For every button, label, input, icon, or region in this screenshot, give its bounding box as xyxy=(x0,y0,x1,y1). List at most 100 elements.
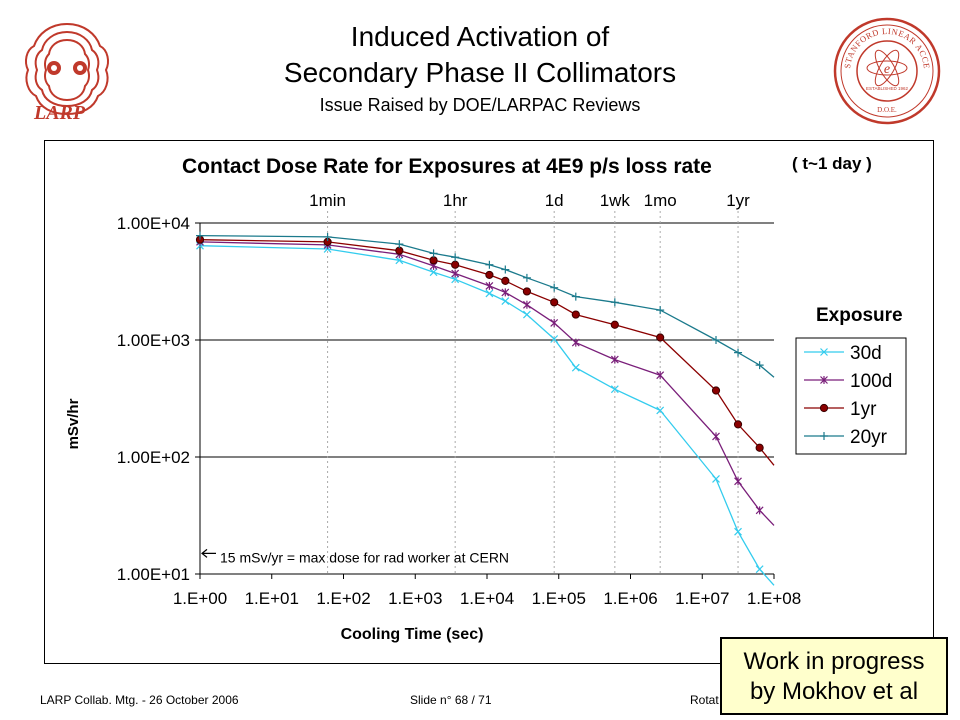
footer-slide-number: Slide n° 68 / 71 xyxy=(410,693,492,707)
data-point xyxy=(501,265,510,274)
legend-label: 1yr xyxy=(850,399,877,420)
x-tick-label: 1.E+03 xyxy=(388,589,442,608)
wip-line2: by Mokhov et al xyxy=(749,678,919,705)
svg-text:e: e xyxy=(884,62,890,77)
x-tick-label: 1.E+01 xyxy=(245,589,299,608)
data-point xyxy=(656,306,665,315)
x-axis-label: Cooling Time (sec) xyxy=(341,626,484,643)
data-point xyxy=(755,361,764,370)
series-30d xyxy=(196,241,775,586)
slide-title-line1: Induced Activation of xyxy=(350,21,610,52)
footer-right: Rotat xyxy=(690,693,719,707)
data-point xyxy=(395,256,404,265)
data-point xyxy=(755,565,764,574)
data-point xyxy=(550,283,559,292)
time-marker-label: 1yr xyxy=(726,191,750,210)
y-tick-label: 1.00E+03 xyxy=(117,331,190,350)
data-point xyxy=(571,338,580,347)
chart-series xyxy=(195,231,775,586)
series-line xyxy=(199,245,775,586)
chart-frame xyxy=(44,140,934,664)
data-point xyxy=(550,318,559,327)
data-point xyxy=(610,298,619,307)
data-point xyxy=(712,474,720,483)
data-point xyxy=(755,443,764,452)
legend-swatch-marker xyxy=(819,403,829,413)
chart-title-note: ( t~1 day ) xyxy=(792,154,872,173)
series-1yr xyxy=(195,235,775,466)
data-point xyxy=(711,386,721,395)
series-100d xyxy=(196,237,775,526)
x-tick-label: 1.E+06 xyxy=(603,589,657,608)
series-line xyxy=(199,239,775,466)
x-tick-label: 1.E+04 xyxy=(460,589,514,608)
data-point xyxy=(734,527,742,536)
annotation-text: 15 mSv/yr = max dose for rad worker at C… xyxy=(220,550,509,566)
data-point xyxy=(656,371,665,380)
data-point xyxy=(395,246,404,255)
data-point xyxy=(571,292,580,301)
x-tick-label: 1.E+00 xyxy=(173,589,227,608)
legend-box xyxy=(795,337,907,455)
data-point xyxy=(610,355,619,364)
legend-title: Exposure xyxy=(816,305,903,326)
x-tick-label: 1.E+08 xyxy=(747,589,801,608)
data-point xyxy=(451,275,460,284)
legend-swatch-marker xyxy=(820,376,828,384)
series-20yr xyxy=(196,231,775,378)
data-point xyxy=(395,240,404,249)
legend-label: 30d xyxy=(850,343,882,364)
time-marker-label: 1hr xyxy=(443,191,468,210)
chart-annotation-group: 15 mSv/yr = max dose for rad worker at C… xyxy=(201,548,509,566)
wip-line1: Work in progress xyxy=(743,648,925,675)
data-point xyxy=(522,310,531,319)
legend-swatch-marker xyxy=(820,432,828,440)
data-point xyxy=(755,506,764,515)
legend-label: 20yr xyxy=(850,427,888,448)
data-point xyxy=(451,253,460,262)
data-point xyxy=(656,333,665,342)
data-point xyxy=(522,273,531,282)
larp-logo: LARP xyxy=(22,18,112,130)
data-point xyxy=(522,287,532,296)
data-point xyxy=(734,477,742,486)
data-point xyxy=(712,336,721,344)
data-point xyxy=(712,432,720,441)
chart-axes: 1.00E+01 1.00E+02 1.00E+03 1.00E+04 1.E+00 1.… xyxy=(117,214,801,608)
data-point xyxy=(196,231,204,240)
y-tick-label: 1.00E+01 xyxy=(117,565,190,584)
x-tick-label: 1.E+02 xyxy=(316,589,370,608)
data-point xyxy=(451,269,460,278)
slac-seal-bottom: D.O.E. xyxy=(877,106,897,114)
data-point xyxy=(429,268,438,277)
legend-label: 100d xyxy=(850,371,892,392)
time-marker-label: 1d xyxy=(545,191,564,210)
data-point xyxy=(323,232,332,241)
data-point xyxy=(610,320,619,329)
data-point xyxy=(501,297,510,306)
series-line xyxy=(199,241,775,526)
data-point xyxy=(485,260,494,269)
data-point xyxy=(485,289,494,298)
data-point xyxy=(501,276,510,285)
data-point xyxy=(522,300,531,309)
data-point xyxy=(571,310,580,319)
data-point xyxy=(485,270,494,280)
time-markers: 1min 1hr 1d 1wk 1mo 1yr xyxy=(309,191,750,574)
x-tick-label: 1.E+05 xyxy=(532,589,586,608)
y-axis-label: mSv/hr xyxy=(65,398,82,449)
data-point xyxy=(734,348,743,357)
footer-left: LARP Collab. Mtg. - 26 October 2006 xyxy=(40,693,239,707)
data-point xyxy=(550,335,559,343)
data-point xyxy=(656,406,665,415)
data-point xyxy=(451,260,460,269)
chart-legend: Exposure 30d 100d 1yr 20yr xyxy=(795,305,907,455)
series-line xyxy=(199,234,775,378)
data-point xyxy=(429,256,438,265)
x-tick-label: 1.E+07 xyxy=(675,589,729,608)
slide-title-line2: Secondary Phase II Collimators xyxy=(283,57,677,88)
data-point xyxy=(485,281,494,290)
data-point xyxy=(550,298,559,307)
data-point xyxy=(429,249,438,258)
time-marker-label: 1mo xyxy=(644,191,677,210)
